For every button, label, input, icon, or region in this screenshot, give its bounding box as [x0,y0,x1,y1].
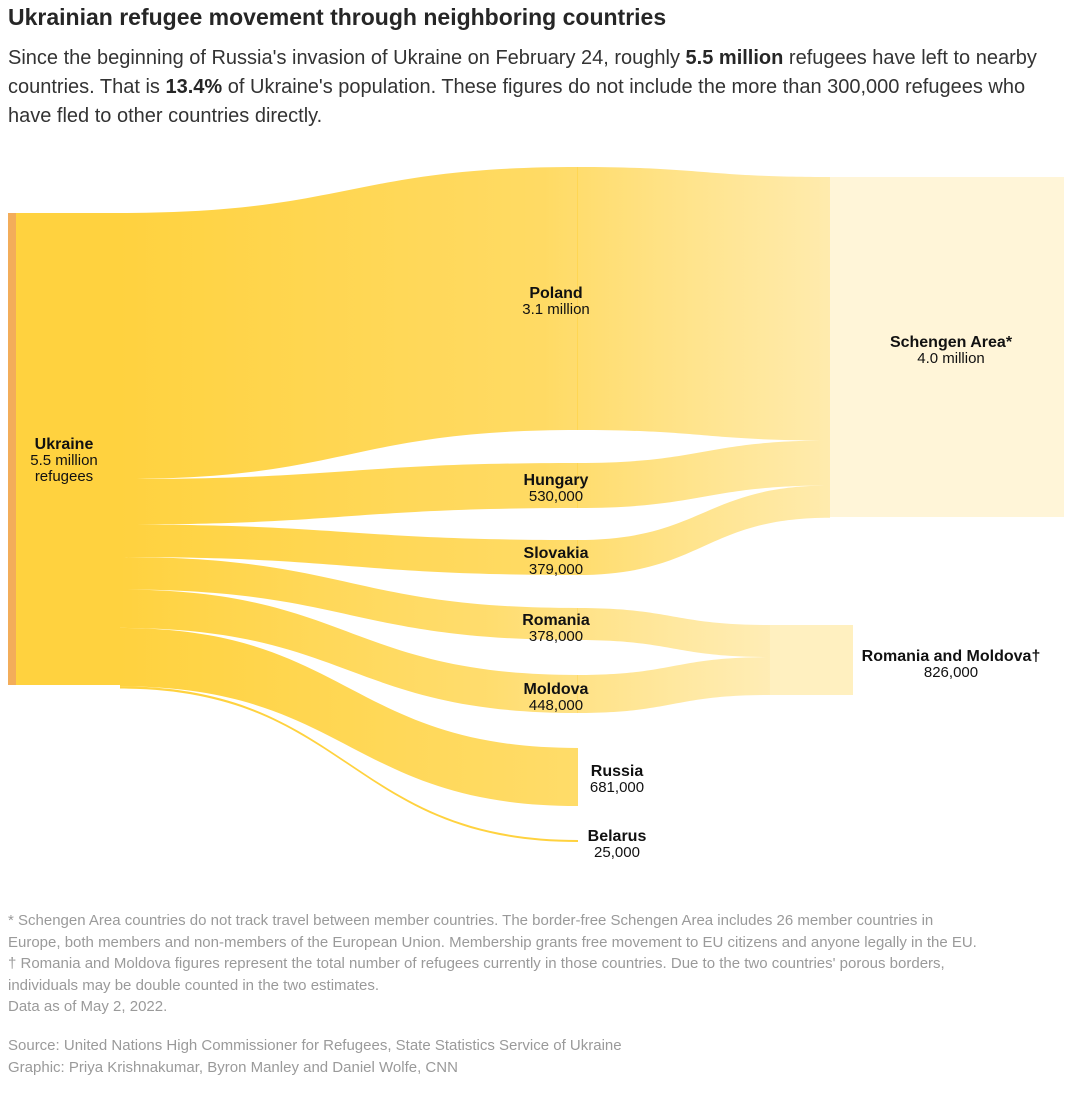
node-label-belarus: Belarus [588,828,647,845]
node-value-belarus: 25,000 [594,844,640,861]
flow-layer [8,167,1064,842]
subtitle-text-2: refugees have left to nearby countries. … [8,47,1037,98]
node-label-romania: Romania [522,612,590,629]
node-label-ukraine: Ukraine [35,436,94,453]
footnote-line: Europe, both members and non-members of … [8,933,977,951]
flow-romania-romania-moldova [577,608,770,658]
node-label-slovakia: Slovakia [524,545,589,562]
node-value-romania: 378,000 [529,628,583,645]
node-value-hungary: 530,000 [529,488,583,505]
flow-poland-schengen [577,167,830,441]
node-ukraine-edge [8,213,16,685]
chart-subtitle: Since the beginning of Russia's invasion… [8,44,1068,131]
node-label-moldova: Moldova [524,681,589,698]
footnote-line: * Schengen Area countries do not track t… [8,912,934,929]
node-label-poland: Poland [529,285,582,302]
node-value-schengen: 4.0 million [917,350,985,367]
subtitle-text-3: of Ukraine's population. These figures d… [8,76,1026,127]
subtitle-highlight-percent: 13.4% [165,76,223,98]
footnotes: * Schengen Area countries do not track t… [8,910,1076,1018]
node-label-russia: Russia [591,763,644,780]
node-value-russia: 681,000 [590,779,644,796]
node-value-romania-moldova: 826,000 [924,664,978,681]
flow-ukraine-moldova [120,589,578,713]
node-value-moldova: 448,000 [529,697,583,714]
node-extra-ukraine: refugees [35,468,93,485]
node-label-romania-moldova: Romania and Moldova† [862,648,1041,665]
flow-ukraine-hungary [120,463,578,525]
flow-hungary-schengen [577,440,830,508]
source-credit: Source: United Nations High Commissioner… [8,1037,622,1054]
subtitle-highlight-refugees: 5.5 million [685,47,784,69]
flow-moldova-romania-moldova [577,657,770,713]
subtitle-text-1: Since the beginning of Russia's invasion… [8,47,686,69]
graphic-credit: Graphic: Priya Krishnakumar, Byron Manle… [8,1059,458,1076]
footnote-line: † Romania and Moldova figures represent … [8,955,945,973]
node-value-ukraine: 5.5 million [30,452,98,469]
node-value-poland: 3.1 million [522,301,590,318]
node-label-schengen: Schengen Area* [890,334,1013,351]
footnote-line: individuals may be double counted in the… [8,976,380,994]
flow-ukraine-romania [120,557,578,640]
node-romania-moldova [770,625,853,695]
flow-ukraine-belarus [120,686,578,842]
flow-slovakia-schengen [577,485,830,575]
flow-ukraine-slovakia [120,524,578,575]
chart-title: Ukrainian refugee movement through neigh… [8,4,667,30]
node-label-hungary: Hungary [524,472,589,489]
flow-ukraine-russia [120,627,578,806]
footnote-line: Data as of May 2, 2022. [8,998,168,1016]
credits: Source: United Nations High Commissioner… [8,1035,1068,1079]
node-value-slovakia: 379,000 [529,561,583,578]
node-schengen [830,177,1064,517]
flow-ukraine-poland [120,167,578,480]
node-ukraine [8,213,120,685]
